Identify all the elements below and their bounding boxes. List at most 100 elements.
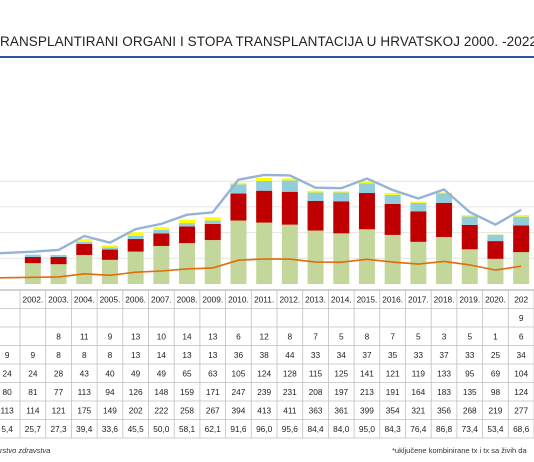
table-cell: 119	[412, 369, 426, 379]
table-cell: 133	[437, 369, 451, 379]
source-note: rstvo zdravstva	[0, 446, 51, 455]
bar-liver	[461, 224, 478, 250]
table-cell: 321	[411, 406, 425, 416]
bar-heart	[513, 216, 530, 226]
table-cell: 113	[78, 387, 92, 397]
table-cell: 84,0	[333, 424, 350, 434]
footnote: *uključene kombinirane tx i tx sa živih …	[392, 446, 527, 455]
bar-liver	[384, 203, 401, 235]
table-cell: 25	[491, 350, 501, 360]
table-cell: 105	[232, 369, 246, 379]
table-cell: 411	[283, 406, 297, 416]
table-cell: 3	[442, 332, 447, 342]
bar-heart	[153, 229, 170, 234]
table-cell: 124	[514, 387, 528, 397]
bar-heart	[384, 194, 401, 204]
table-cell: 9	[5, 350, 10, 360]
table-cell: 164	[411, 387, 425, 397]
table-cell: 33	[465, 350, 475, 360]
bar-liver	[358, 193, 375, 230]
table-cell: 149	[103, 406, 117, 416]
table-cell: 13	[208, 350, 218, 360]
x-tick-label: 2009.	[202, 295, 223, 305]
bar-kidney	[256, 222, 273, 284]
bar-liver	[76, 243, 93, 255]
table-cell: 219	[489, 406, 503, 416]
bar-heart	[307, 192, 324, 201]
x-tick-label: 2010.	[228, 295, 249, 305]
trend-lines	[0, 173, 522, 279]
table-cell: 399	[360, 406, 374, 416]
table-cell: 121	[386, 369, 400, 379]
bar-kidney	[50, 264, 67, 284]
bar-other	[127, 232, 144, 236]
table-cell: 258	[180, 406, 194, 416]
table-cell: 171	[206, 387, 220, 397]
table-cell: 115	[309, 369, 323, 379]
table-cell: 27,3	[50, 424, 67, 434]
table-cell: 267	[206, 406, 220, 416]
x-tick-label: 2013.	[305, 295, 326, 305]
table-cell: 63	[208, 369, 218, 379]
bar-liver	[179, 226, 196, 244]
x-tick-label: 2004.	[74, 295, 95, 305]
table-cell: 247	[232, 387, 246, 397]
table-cell: 354	[386, 406, 400, 416]
table-cell: 53,4	[487, 424, 504, 434]
table-cell: 13	[131, 332, 141, 342]
bar-liver	[101, 249, 118, 260]
table-cell: 28	[54, 369, 64, 379]
table-cell: 36	[234, 350, 244, 360]
bar-kidney	[358, 229, 375, 284]
table-cell: 62,1	[205, 424, 222, 434]
table-cell: 24	[3, 369, 13, 379]
x-tick-label: 2019.	[459, 295, 480, 305]
bar-other	[410, 201, 427, 203]
bar-kidney	[436, 236, 453, 284]
bar-other	[101, 245, 118, 248]
bar-kidney	[333, 233, 350, 284]
bar-heart	[127, 235, 144, 240]
bar-other	[513, 215, 530, 217]
table-cell: 65	[182, 369, 192, 379]
table-cell: 213	[360, 387, 374, 397]
bar-kidney	[410, 241, 427, 284]
table-cell: 80	[3, 387, 13, 397]
table-cell: 39,4	[76, 424, 93, 434]
table-cell: 95,0	[359, 424, 376, 434]
table-cell: 49	[157, 369, 167, 379]
bar-kidney	[153, 245, 170, 284]
table-cell: 35	[388, 350, 398, 360]
bar-heart	[50, 254, 67, 258]
bar-liver	[307, 200, 324, 231]
table-cell: 159	[180, 387, 194, 397]
x-tick-label: 2018.	[434, 295, 455, 305]
table-cell: 13	[131, 350, 141, 360]
x-tick-label: 2002.	[22, 295, 43, 305]
table-cell: 141	[360, 369, 374, 379]
bar-kidney	[461, 249, 478, 284]
table-cell: 231	[283, 387, 297, 397]
table-cell: 148	[154, 387, 168, 397]
bar-heart	[24, 254, 41, 258]
bar-other	[436, 192, 453, 194]
x-tick-label: 2017.	[408, 295, 429, 305]
bars	[24, 177, 530, 284]
bar-liver	[24, 257, 41, 264]
table-cell: 13	[182, 350, 192, 360]
table-cell: 8	[56, 350, 61, 360]
table-cell: 12	[260, 332, 270, 342]
table-cell: 77	[54, 387, 64, 397]
bar-liver	[256, 190, 273, 223]
table-cell: 239	[257, 387, 271, 397]
bar-kidney	[204, 240, 221, 284]
table-cell: 14	[182, 332, 192, 342]
x-tick-label: 2005.	[100, 295, 121, 305]
bar-other	[384, 193, 401, 195]
bar-liver	[513, 225, 530, 253]
x-tick-label: 2008.	[177, 295, 198, 305]
bar-kidney	[24, 263, 41, 284]
bar-liver	[50, 257, 67, 265]
table-cell: 58,1	[179, 424, 196, 434]
x-tick-label: 2007.	[151, 295, 172, 305]
